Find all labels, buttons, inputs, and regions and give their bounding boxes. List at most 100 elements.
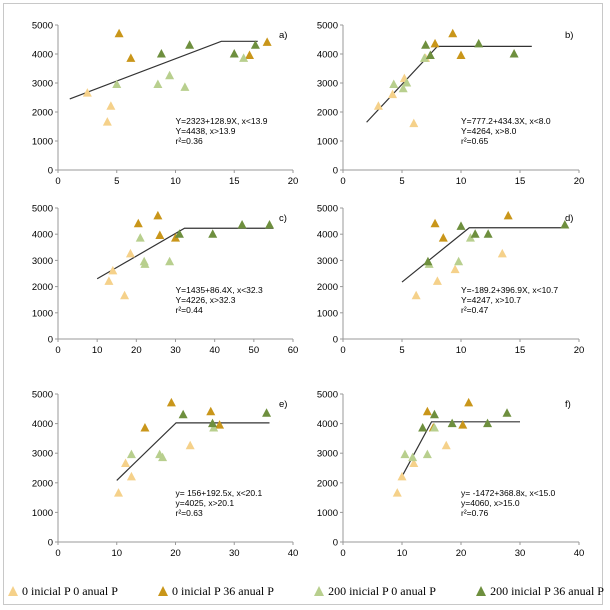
x-tick-label: 0 bbox=[55, 176, 60, 187]
data-point bbox=[126, 53, 136, 62]
data-point bbox=[373, 101, 383, 110]
data-point bbox=[262, 408, 272, 417]
data-point bbox=[409, 458, 419, 468]
fit-line bbox=[116, 422, 270, 481]
y-tick-label: 5000 bbox=[317, 21, 338, 32]
equation-line: Y=777.2+434.3X, x<8.0 bbox=[461, 116, 551, 126]
data-point bbox=[112, 79, 122, 88]
legend-marker-icon bbox=[476, 586, 487, 596]
data-point bbox=[470, 229, 480, 238]
data-point bbox=[208, 229, 218, 238]
x-tick-label: 20 bbox=[456, 548, 467, 559]
equation-line: y= 156+192.5x, x<20.1 bbox=[176, 488, 263, 498]
data-point bbox=[153, 210, 163, 220]
x-tick-label: 30 bbox=[515, 548, 526, 559]
equation-line: r²=0.63 bbox=[176, 508, 203, 518]
legend-item-3: 200 inicial P 36 anual P bbox=[476, 584, 604, 599]
equation-line: y=4025, x>20.1 bbox=[176, 498, 235, 508]
fit-line bbox=[401, 227, 568, 283]
panel-label: b) bbox=[565, 30, 573, 41]
data-point bbox=[178, 409, 188, 419]
data-point bbox=[155, 230, 165, 240]
data-point bbox=[388, 89, 398, 99]
legend-item-2: 200 inicial P 0 anual P bbox=[314, 584, 436, 599]
x-tick-label: 0 bbox=[55, 548, 60, 559]
panel-label: a) bbox=[279, 30, 287, 41]
y-tick-label: 0 bbox=[48, 538, 53, 549]
data-point bbox=[441, 440, 451, 450]
data-point bbox=[474, 38, 484, 48]
panel-label: d) bbox=[565, 213, 573, 224]
data-point bbox=[185, 40, 195, 49]
y-tick-label: 2000 bbox=[317, 282, 338, 293]
y-tick-label: 3000 bbox=[317, 256, 338, 267]
legend-label: 0 inicial P 36 anual P bbox=[172, 583, 274, 598]
data-point bbox=[419, 53, 429, 62]
data-point bbox=[502, 408, 512, 417]
x-tick-label: 15 bbox=[229, 176, 240, 187]
data-point bbox=[430, 38, 440, 48]
x-tick-label: 0 bbox=[340, 345, 345, 356]
chart-panel-1: 0 1000 2000 3000 4000 5000 0 5 10 15 20 b) Y=777.2+4… bbox=[317, 21, 584, 188]
data-point bbox=[465, 233, 475, 242]
data-point bbox=[158, 452, 168, 462]
data-point bbox=[438, 233, 448, 242]
y-tick-label: 5000 bbox=[32, 204, 53, 215]
equation-line: r²=0.76 bbox=[461, 508, 488, 518]
data-point bbox=[237, 220, 247, 229]
data-point bbox=[82, 88, 92, 97]
data-point bbox=[140, 259, 150, 268]
legend-marker-shape bbox=[476, 586, 487, 596]
data-point bbox=[262, 37, 272, 46]
data-point bbox=[121, 458, 131, 468]
x-tick-label: 5 bbox=[114, 176, 119, 187]
data-point bbox=[430, 218, 440, 228]
data-point bbox=[114, 488, 124, 497]
legend-item-1: 0 inicial P 36 anual P bbox=[158, 584, 274, 599]
data-point bbox=[209, 423, 219, 432]
y-tick-label: 4000 bbox=[317, 50, 338, 61]
data-point bbox=[114, 28, 124, 38]
data-point bbox=[402, 78, 412, 87]
chart-panel-0: 0 1000 2000 3000 4000 5000 0 5 10 15 20 a) Y=2323+12… bbox=[32, 21, 298, 188]
y-tick-label: 0 bbox=[333, 335, 338, 346]
y-tick-label: 4000 bbox=[32, 230, 53, 241]
data-point bbox=[418, 423, 428, 432]
y-tick-label: 1000 bbox=[32, 137, 53, 148]
data-point bbox=[422, 449, 432, 459]
x-tick-label: 40 bbox=[209, 345, 220, 356]
data-point bbox=[425, 50, 435, 59]
chart-panel-4: 0 1000 2000 3000 4000 5000 0 10 20 30 40 e) y= 156+1… bbox=[32, 390, 298, 560]
fit-line bbox=[69, 40, 258, 100]
data-point bbox=[509, 49, 519, 58]
data-point bbox=[126, 471, 136, 481]
y-tick-label: 2000 bbox=[317, 108, 338, 119]
y-tick-label: 3000 bbox=[32, 79, 53, 90]
x-tick-label: 20 bbox=[131, 345, 142, 356]
x-tick-label: 0 bbox=[340, 548, 345, 559]
x-tick-label: 20 bbox=[574, 345, 585, 356]
data-point bbox=[102, 117, 112, 126]
x-tick-label: 20 bbox=[170, 548, 181, 559]
y-tick-label: 0 bbox=[48, 166, 53, 177]
data-point bbox=[429, 423, 439, 432]
equation-line: Y=4438, x>13.9 bbox=[176, 126, 236, 136]
x-tick-label: 20 bbox=[574, 176, 585, 187]
x-tick-label: 10 bbox=[456, 176, 467, 187]
x-tick-label: 30 bbox=[170, 345, 181, 356]
y-tick-label: 0 bbox=[333, 538, 338, 549]
data-point bbox=[429, 409, 439, 419]
y-tick-label: 0 bbox=[48, 335, 53, 346]
x-tick-label: 10 bbox=[92, 345, 103, 356]
data-point bbox=[140, 423, 150, 432]
data-point bbox=[229, 49, 239, 58]
data-point bbox=[206, 406, 216, 416]
data-point bbox=[106, 101, 116, 110]
x-tick-label: 10 bbox=[111, 548, 122, 559]
legend-marker-shape bbox=[314, 586, 325, 596]
legend-marker-shape bbox=[8, 586, 18, 596]
x-tick-label: 50 bbox=[249, 345, 260, 356]
data-point bbox=[250, 40, 260, 49]
chart-panel-5: 0 1000 2000 3000 4000 5000 0 10 20 30 40 f) y= -1472… bbox=[317, 390, 584, 560]
